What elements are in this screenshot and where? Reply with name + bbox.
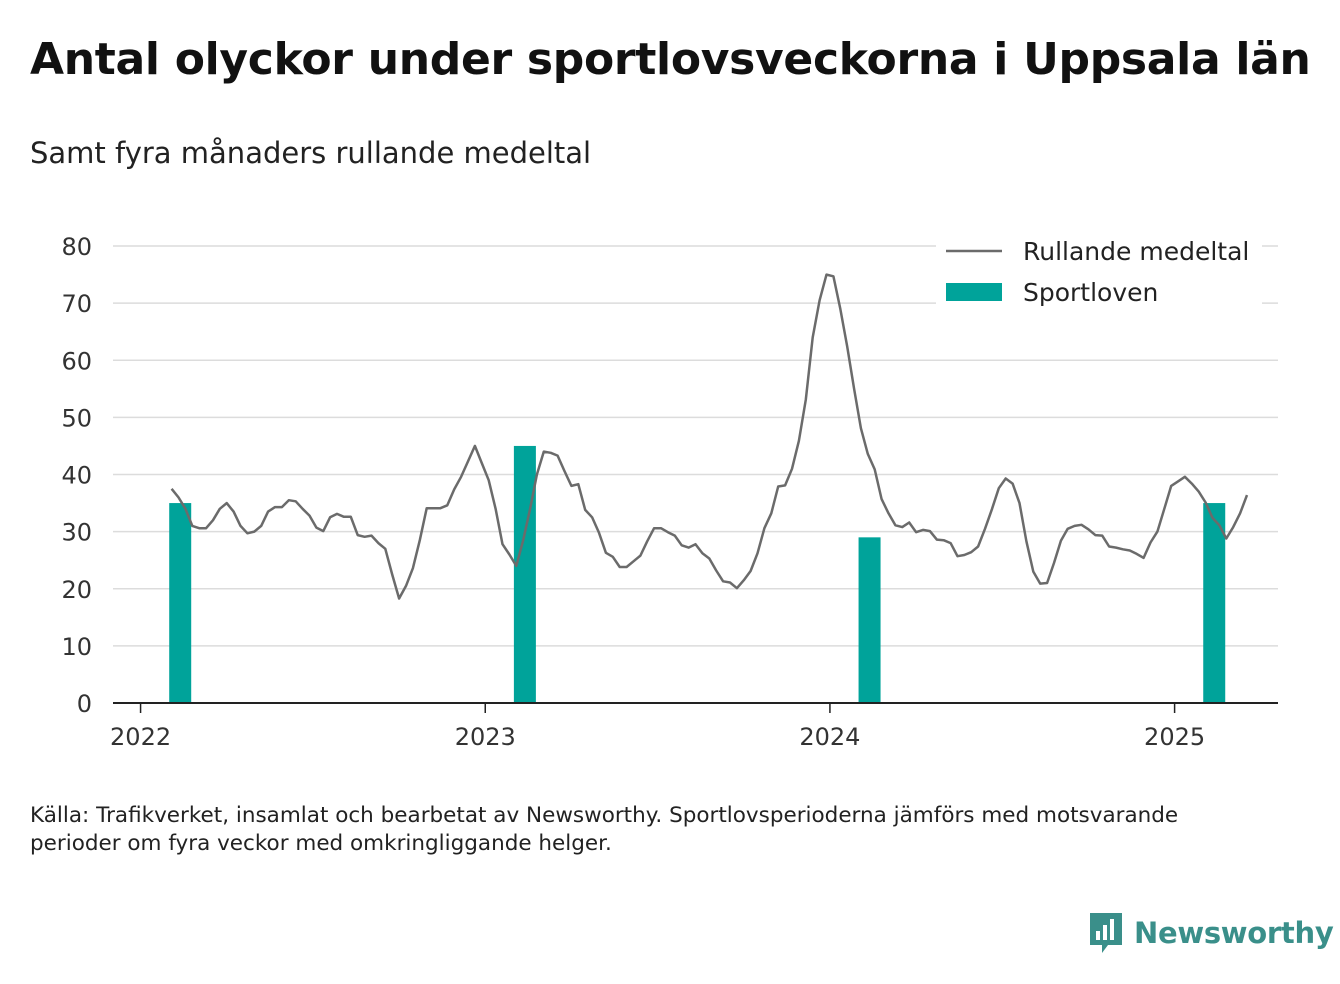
line-rolling-average	[170, 273, 1249, 600]
y-tick-label-60: 60	[61, 347, 92, 375]
rolling-average-layer	[170, 273, 1249, 600]
y-tick-label-70: 70	[61, 290, 92, 318]
x-axis: 2022 2023 2024 2025	[110, 702, 1278, 751]
x-tick-label-2024: 2024	[799, 723, 860, 751]
y-tick-label-80: 80	[61, 233, 92, 261]
bar-sportloven-4	[1203, 503, 1226, 703]
x-tick-label-2023: 2023	[455, 723, 516, 751]
y-tick-label-20: 20	[61, 576, 92, 604]
x-tick-label-2022: 2022	[110, 723, 171, 751]
legend-label-sportloven: Sportloven	[1023, 278, 1158, 307]
y-tick-label-10: 10	[61, 633, 92, 661]
bar-sportloven-1	[169, 503, 192, 703]
y-tick-label-30: 30	[61, 519, 92, 547]
legend-bar-swatch	[946, 283, 1002, 301]
y-axis-tick-labels: 0 10 20 30 40 50 60 70 80	[61, 233, 92, 718]
bar-sportloven-2	[513, 445, 536, 703]
gridlines	[113, 245, 1278, 647]
chart-subtitle: Samt fyra månaders rullande medeltal	[30, 136, 592, 170]
newsworthy-logo[interactable]: Newsworthy	[1088, 910, 1334, 956]
bar-sportloven-3	[858, 537, 881, 703]
legend-label-rolling-average: Rullande medeltal	[1023, 237, 1249, 266]
legend: Rullande medeltal Sportloven	[936, 230, 1262, 307]
chart-title: Antal olyckor under sportlovsveckorna i …	[30, 34, 1311, 85]
source-note: Källa: Trafikverket, insamlat och bearbe…	[30, 803, 1179, 856]
newsworthy-logo-icon	[1090, 913, 1122, 953]
chart-plot: 0 10 20 30 40 50 60 70 80 2022 2023 2024 2025 Rulla…	[61, 230, 1278, 751]
y-tick-label-50: 50	[61, 404, 92, 432]
y-tick-label-40: 40	[61, 462, 92, 490]
newsworthy-logo-text: Newsworthy	[1134, 916, 1334, 950]
y-tick-label-0: 0	[77, 690, 92, 718]
x-tick-label-2025: 2025	[1144, 723, 1205, 751]
sportloven-bars	[169, 445, 1226, 703]
